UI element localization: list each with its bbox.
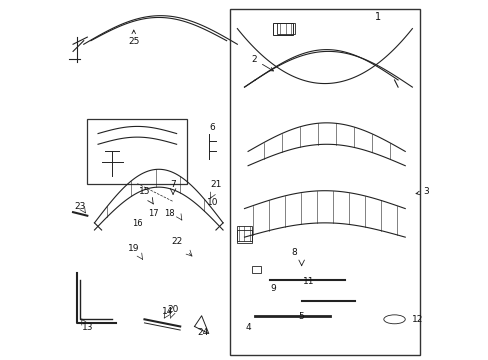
Text: 1: 1 [374,12,380,22]
Bar [230,9,419,355]
Text: 12: 12 [411,315,423,324]
Text: 14: 14 [162,307,173,316]
Text: 9: 9 [270,284,275,293]
Text: 4: 4 [245,323,250,332]
Text: 10: 10 [206,198,218,207]
Text: 16: 16 [132,220,142,229]
Bar [237,230,251,243]
Text: 21: 21 [210,180,221,189]
Bar [87,119,187,184]
Bar [251,266,260,273]
Text: 19: 19 [128,244,139,253]
Text: 18: 18 [164,209,174,218]
Text: 24: 24 [197,328,208,337]
Text: 15: 15 [139,187,150,196]
Text: 17: 17 [148,209,159,218]
Text: 22: 22 [171,237,182,246]
Text: 6: 6 [209,123,215,132]
Text: 20: 20 [167,305,179,314]
Text: 7: 7 [170,180,176,189]
Text: 2: 2 [251,55,273,71]
Text: 25: 25 [128,30,139,46]
Text: 13: 13 [81,323,93,332]
Text: 3: 3 [415,187,428,196]
Text: 11: 11 [303,276,314,285]
Text: 23: 23 [74,202,86,211]
Text: 5: 5 [298,312,304,321]
Bar [237,226,251,241]
Bar [276,23,294,33]
Text: 8: 8 [291,248,297,257]
Bar [272,23,292,35]
